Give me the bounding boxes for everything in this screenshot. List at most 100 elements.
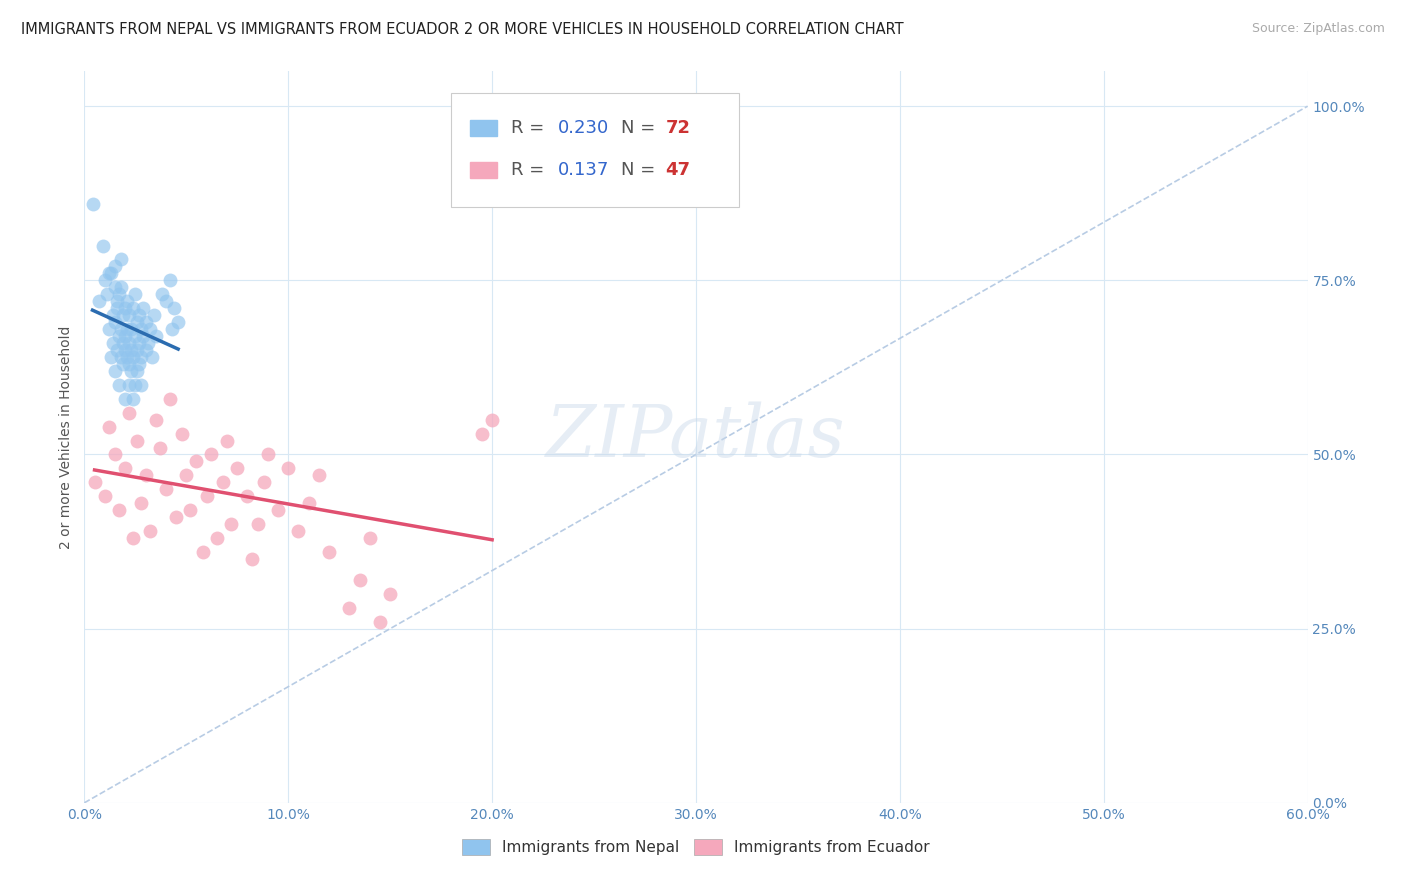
Point (240, 552, 263, 566)
Point (287, 524, 309, 538)
Point (97, 266, 120, 280)
Text: N =: N = (621, 161, 661, 179)
Point (120, 343, 142, 357)
Point (138, 524, 160, 538)
Point (219, 517, 242, 532)
Point (127, 343, 149, 357)
Point (368, 615, 391, 629)
Point (100, 350, 122, 364)
Point (114, 301, 136, 316)
Point (380, 587, 402, 601)
Point (195, 489, 218, 503)
Point (128, 357, 150, 371)
Point (155, 294, 177, 309)
Point (149, 441, 172, 455)
Point (110, 252, 132, 267)
Point (128, 336, 150, 351)
Point (318, 545, 340, 559)
Text: R =: R = (512, 120, 550, 137)
Point (87, 294, 110, 309)
Point (226, 461, 249, 475)
Point (138, 322, 160, 336)
Text: Source: ZipAtlas.com: Source: ZipAtlas.com (1251, 22, 1385, 36)
Point (253, 475, 276, 490)
Point (100, 266, 122, 280)
Point (93, 273, 115, 287)
Point (118, 406, 141, 420)
Point (104, 364, 127, 378)
Point (186, 454, 208, 468)
Point (131, 496, 153, 510)
Point (174, 468, 197, 483)
Point (200, 448, 222, 462)
Point (104, 448, 127, 462)
Point (105, 343, 128, 357)
Point (115, 322, 138, 336)
Point (246, 517, 269, 532)
Point (115, 294, 138, 309)
Point (481, 412, 503, 426)
Point (101, 308, 124, 322)
Text: 0.230: 0.230 (558, 120, 609, 137)
Point (267, 503, 290, 517)
Point (142, 308, 165, 322)
Point (112, 336, 135, 351)
Point (108, 329, 131, 343)
Bar (470, 162, 496, 178)
Text: 47: 47 (665, 161, 690, 179)
Point (127, 434, 149, 448)
Point (136, 336, 159, 351)
Point (115, 350, 138, 364)
Point (135, 343, 157, 357)
Point (104, 260, 127, 274)
Point (141, 350, 163, 364)
Point (122, 350, 145, 364)
Point (83, 475, 105, 490)
Point (110, 322, 132, 336)
Point (124, 377, 146, 392)
Point (167, 315, 190, 329)
Point (145, 329, 167, 343)
Point (191, 545, 214, 559)
Point (93, 489, 115, 503)
Point (160, 322, 183, 336)
Text: N =: N = (621, 120, 661, 137)
Point (118, 377, 141, 392)
Point (128, 308, 150, 322)
Point (118, 336, 141, 351)
Point (135, 315, 157, 329)
Y-axis label: 2 or more Vehicles in Household: 2 or more Vehicles in Household (59, 326, 73, 549)
Point (114, 343, 136, 357)
Point (108, 377, 131, 392)
Point (339, 600, 361, 615)
Point (236, 489, 259, 503)
Text: 0.137: 0.137 (558, 161, 609, 179)
Point (104, 280, 127, 294)
Text: R =: R = (512, 161, 550, 179)
Point (131, 377, 153, 392)
Point (145, 412, 167, 426)
Point (298, 496, 321, 510)
Point (118, 357, 141, 371)
Point (108, 287, 131, 301)
Point (110, 350, 132, 364)
Point (108, 503, 131, 517)
Point (112, 357, 135, 371)
Point (212, 475, 235, 490)
Point (131, 350, 153, 364)
Point (114, 392, 136, 406)
Point (124, 329, 146, 343)
Point (118, 308, 141, 322)
Text: IMMIGRANTS FROM NEPAL VS IMMIGRANTS FROM ECUADOR 2 OR MORE VEHICLES IN HOUSEHOLD: IMMIGRANTS FROM NEPAL VS IMMIGRANTS FROM… (21, 22, 904, 37)
Point (96, 287, 118, 301)
Point (97, 322, 120, 336)
FancyBboxPatch shape (451, 94, 738, 207)
Bar (470, 120, 496, 136)
Point (205, 531, 228, 545)
Point (105, 301, 128, 316)
Point (349, 573, 371, 587)
Point (120, 322, 142, 336)
Legend: Immigrants from Nepal, Immigrants from Ecuador: Immigrants from Nepal, Immigrants from E… (456, 833, 936, 861)
Point (308, 468, 330, 483)
Point (131, 322, 153, 336)
